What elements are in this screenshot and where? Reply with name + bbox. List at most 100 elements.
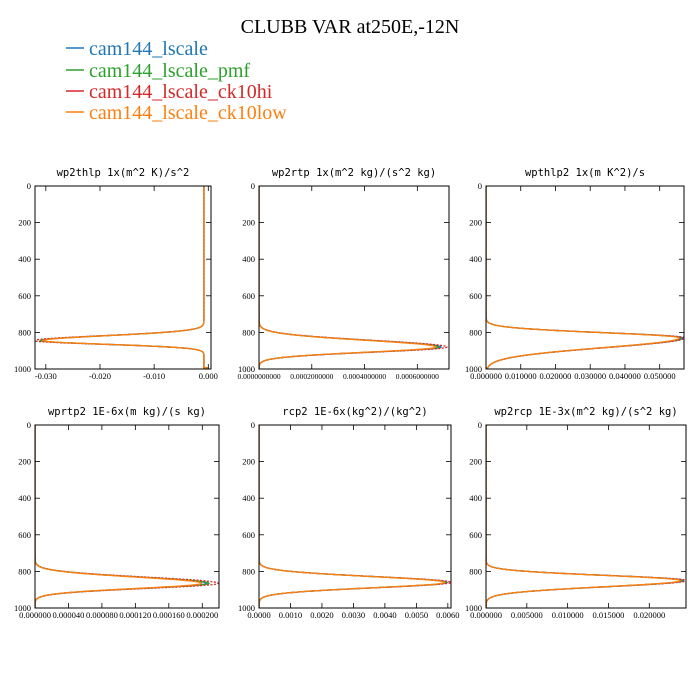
series-line-3 xyxy=(486,186,684,369)
series-group xyxy=(35,186,209,369)
legend-item: cam144_lscale xyxy=(66,38,208,60)
y-tick-label: 200 xyxy=(242,457,255,467)
x-tick-label: 0.010000 xyxy=(505,371,537,381)
y-tick-label: 400 xyxy=(242,254,255,264)
series-line-2 xyxy=(486,186,682,369)
panel-title: rcp2 1E-6x(kg^2)/(kg^2) xyxy=(282,406,427,418)
panel-title: wpthlp2 1x(m K^2)/s xyxy=(525,167,645,179)
series-line-4 xyxy=(35,425,203,608)
plot-frame xyxy=(485,185,685,370)
y-tick-label: 0 xyxy=(27,181,31,191)
panel-1: wp2thlp 1x(m^2 K)/s^2 0 200 400 600 800 1000 -0… xyxy=(14,167,218,381)
series-line-2 xyxy=(486,425,684,608)
series-line-3 xyxy=(486,425,686,608)
y-tick-label: 400 xyxy=(18,493,31,503)
series-line-4 xyxy=(486,186,680,369)
figure-title: CLUBB VAR at250E,-12N xyxy=(241,16,460,38)
y-tick-label: 800 xyxy=(18,327,31,337)
legend-label: cam144_lscale_ck10low xyxy=(89,102,287,124)
x-tick-label: 0.000000 xyxy=(19,610,51,620)
legend: cam144_lscale cam144_lscale_pmf cam144_l… xyxy=(66,38,287,124)
x-tick-label: 0.0006000000 xyxy=(396,372,439,381)
legend-label: cam144_lscale_pmf xyxy=(89,60,250,82)
x-tick-label: 0.030000 xyxy=(574,371,606,381)
plot-frame xyxy=(34,424,220,609)
y-tick-label: 0 xyxy=(251,420,255,430)
x-tick-label: 0.0004000000 xyxy=(343,372,386,381)
panel-6: wp2rcp 1E-3x(m^2 kg)/(s^2 kg) 0 200 400 600 8… xyxy=(465,406,687,620)
series-line-2 xyxy=(259,186,440,369)
panel-3: wpthlp2 1x(m K^2)/s 0 200 400 600 800 10000.00… xyxy=(465,167,685,381)
series-line-3 xyxy=(259,425,451,608)
y-tick-label: 200 xyxy=(18,457,31,467)
x-tick-label: 0.020000 xyxy=(633,610,665,620)
series-line-1 xyxy=(486,186,684,369)
series-line-4 xyxy=(41,186,209,369)
series-line-1 xyxy=(40,186,209,369)
series-line-3 xyxy=(259,186,448,369)
series-line-1 xyxy=(259,186,443,369)
series-group xyxy=(259,186,448,369)
y-tick-label: 0 xyxy=(251,181,255,191)
x-tick-label: 0.0040 xyxy=(373,610,396,620)
series-group xyxy=(486,425,686,608)
y-tick-label: 600 xyxy=(242,291,255,301)
x-tick-label: 0.000000 xyxy=(470,371,502,381)
x-tick-label: -0.010 xyxy=(143,371,165,381)
y-tick-label: 600 xyxy=(18,530,31,540)
y-tick-label: 1000 xyxy=(465,603,482,613)
y-tick-label: 600 xyxy=(242,530,255,540)
y-tick-label: 0 xyxy=(478,181,482,191)
y-tick-label: 800 xyxy=(469,566,482,576)
series-line-4 xyxy=(259,186,437,369)
x-tick-label: 0.000160 xyxy=(153,610,185,620)
x-tick-label: 0.020000 xyxy=(540,371,572,381)
legend-label: cam144_lscale_ck10hi xyxy=(89,81,273,103)
y-tick-label: 200 xyxy=(18,218,31,228)
series-line-4 xyxy=(259,425,446,608)
x-tick-label: 0.0060 xyxy=(436,610,459,620)
y-tick-label: 800 xyxy=(242,566,255,576)
panel-title: wprtp2 1E-6x(m kg)/(s kg) xyxy=(48,406,206,418)
x-tick-label: 0.000 xyxy=(199,371,218,381)
plot-frame xyxy=(485,424,687,609)
panel-4: wprtp2 1E-6x(m kg)/(s kg) 0 200 400 600 800 10… xyxy=(14,406,220,620)
x-tick-label: 0.005000 xyxy=(511,610,543,620)
x-tick-label: 0.0000 xyxy=(247,610,270,620)
x-tick-label: 0.0030 xyxy=(342,610,365,620)
x-tick-label: 0.000200 xyxy=(186,610,218,620)
y-tick-label: 800 xyxy=(18,566,31,576)
series-group xyxy=(486,186,684,369)
y-tick-label: 600 xyxy=(469,530,482,540)
series-line-3 xyxy=(35,186,209,369)
x-tick-label: -0.030 xyxy=(35,371,57,381)
series-line-2 xyxy=(259,425,448,608)
series-line-4 xyxy=(486,425,682,608)
x-tick-label: 0.015000 xyxy=(593,610,625,620)
y-tick-label: 600 xyxy=(18,291,31,301)
series-group xyxy=(259,425,451,608)
y-tick-label: 1000 xyxy=(238,603,255,613)
legend-item: cam144_lscale_ck10hi xyxy=(66,81,273,103)
plot-frame xyxy=(34,185,212,370)
x-tick-label: -0.020 xyxy=(89,371,111,381)
y-tick-label: 800 xyxy=(469,327,482,337)
y-tick-label: 400 xyxy=(18,254,31,264)
plot-frame xyxy=(258,424,452,609)
legend-label: cam144_lscale xyxy=(89,38,208,60)
y-tick-label: 400 xyxy=(242,493,255,503)
y-tick-label: 0 xyxy=(478,420,482,430)
x-tick-label: 0.050000 xyxy=(644,371,676,381)
x-tick-label: 0.0020 xyxy=(310,610,333,620)
y-tick-label: 1000 xyxy=(14,603,31,613)
y-tick-label: 400 xyxy=(469,493,482,503)
panel-title: wp2rcp 1E-3x(m^2 kg)/(s^2 kg) xyxy=(494,406,677,418)
x-tick-label: 0.000080 xyxy=(86,610,118,620)
y-tick-label: 600 xyxy=(469,291,482,301)
legend-item: cam144_lscale_pmf xyxy=(66,60,250,82)
y-tick-label: 800 xyxy=(242,327,255,337)
y-tick-label: 1000 xyxy=(465,364,482,374)
panels: wp2thlp 1x(m^2 K)/s^2 0 200 400 600 800 1000 -0… xyxy=(14,167,687,620)
series-line-1 xyxy=(486,425,685,608)
